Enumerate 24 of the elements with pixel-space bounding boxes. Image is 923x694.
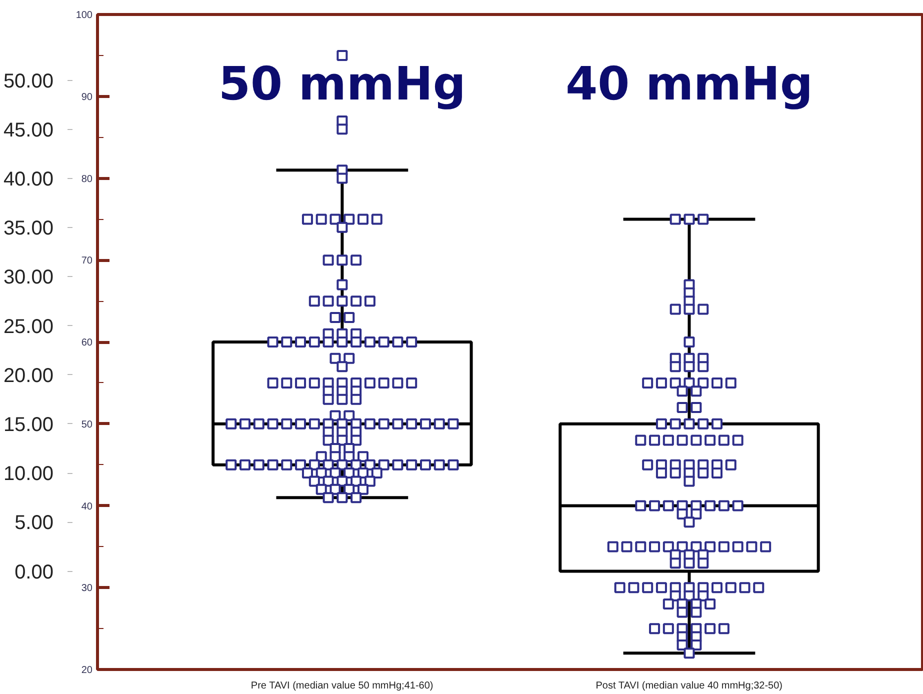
y2-tick-label: 25.00 <box>3 316 54 338</box>
y2-tick-label: 20.00 <box>3 364 54 387</box>
y-tick-label: 90 <box>81 92 93 103</box>
y2-tick-label: 15.00 <box>3 414 54 436</box>
y2-tick-label: 10.00 <box>3 463 54 486</box>
x-tick-label: Pre TAVI (median value 50 mmHg;41-60) <box>250 680 434 692</box>
y2-tick-label: 0.00 <box>14 561 54 584</box>
y-tick-label: 70 <box>81 256 93 267</box>
y-tick-label: 40 <box>81 501 93 512</box>
annotation: 50 mmHg <box>218 56 466 110</box>
y-tick-label: 30 <box>81 583 93 594</box>
y2-tick-label: 35.00 <box>3 218 54 240</box>
y2-tick-label: 45.00 <box>3 119 54 142</box>
annotation: 40 mmHg <box>566 56 813 110</box>
y-tick-label: 60 <box>81 338 93 348</box>
y-tick-label: 50 <box>81 419 93 430</box>
y2-tick-label: 5.00 <box>14 512 54 534</box>
x-tick-label: Post TAVI (median value 40 mmHg;32-50) <box>596 680 783 692</box>
y-tick-label: 80 <box>81 174 93 185</box>
y2-tick-label: 30.00 <box>3 266 54 289</box>
y-tick-label: 100 <box>76 10 93 21</box>
y-tick-label: 20 <box>81 665 93 676</box>
y2-tick-label: 40.00 <box>3 168 54 190</box>
y2-tick-label: 50.00 <box>3 70 54 92</box>
